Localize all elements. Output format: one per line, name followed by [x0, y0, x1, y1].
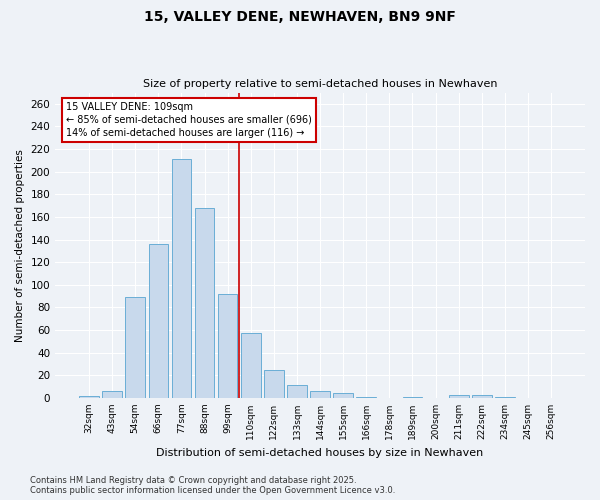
Bar [356, 397, 376, 398]
X-axis label: Distribution of semi-detached houses by size in Newhaven: Distribution of semi-detached houses by … [157, 448, 484, 458]
Bar [310, 391, 330, 398]
Bar [125, 298, 145, 398]
Bar [449, 394, 469, 398]
Title: Size of property relative to semi-detached houses in Newhaven: Size of property relative to semi-detach… [143, 79, 497, 89]
Bar [241, 334, 260, 398]
Bar [103, 391, 122, 398]
Bar [403, 397, 422, 398]
Bar [79, 396, 99, 398]
Text: Contains HM Land Registry data © Crown copyright and database right 2025.
Contai: Contains HM Land Registry data © Crown c… [30, 476, 395, 495]
Y-axis label: Number of semi-detached properties: Number of semi-detached properties [15, 149, 25, 342]
Bar [264, 370, 284, 398]
Bar [495, 397, 515, 398]
Bar [472, 394, 491, 398]
Bar [287, 386, 307, 398]
Bar [195, 208, 214, 398]
Text: 15 VALLEY DENE: 109sqm
← 85% of semi-detached houses are smaller (696)
14% of se: 15 VALLEY DENE: 109sqm ← 85% of semi-det… [66, 102, 311, 138]
Text: 15, VALLEY DENE, NEWHAVEN, BN9 9NF: 15, VALLEY DENE, NEWHAVEN, BN9 9NF [144, 10, 456, 24]
Bar [334, 394, 353, 398]
Bar [172, 160, 191, 398]
Bar [149, 244, 168, 398]
Bar [218, 294, 238, 398]
